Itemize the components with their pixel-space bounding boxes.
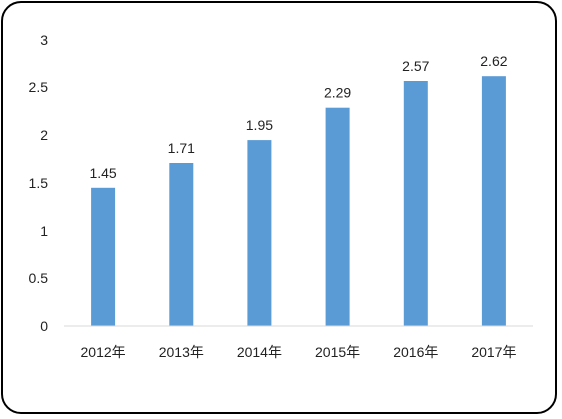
y-axis-tick-labels: 0 0.5 1 1.5 2 2.5 3	[29, 32, 49, 334]
y-tick-label: 0.5	[29, 270, 49, 286]
x-tick-label: 2013年	[159, 344, 204, 360]
y-tick-label: 2	[40, 127, 48, 143]
bar	[169, 163, 194, 326]
bar-value-label: 2.57	[402, 58, 429, 74]
y-tick-label: 1.5	[29, 175, 49, 191]
x-tick-label: 2017年	[471, 344, 516, 360]
x-tick-label: 2014年	[237, 344, 282, 360]
bar	[403, 81, 428, 326]
data-labels-group: 1.45 1.71 1.95 2.29 2.57 2.62	[89, 53, 507, 181]
bar	[325, 107, 350, 326]
bars-group	[91, 76, 506, 326]
y-tick-label: 1	[40, 223, 48, 239]
y-tick-label: 3	[40, 32, 48, 48]
bar	[91, 187, 116, 326]
x-tick-label: 2015年	[315, 344, 360, 360]
bar-value-label: 2.62	[480, 53, 507, 69]
bar-value-label: 1.95	[246, 117, 273, 133]
bar-value-label: 2.29	[324, 85, 351, 101]
y-tick-label: 2.5	[29, 79, 49, 95]
x-tick-label: 2016年	[393, 344, 438, 360]
y-tick-label: 0	[40, 318, 48, 334]
x-axis-tick-labels: 2012年 2013年 2014年 2015年 2016年 2017年	[81, 344, 517, 360]
x-tick-label: 2012年	[81, 344, 126, 360]
bar	[481, 76, 506, 326]
bar-value-label: 1.45	[89, 165, 116, 181]
bar-value-label: 1.71	[168, 140, 195, 156]
bar	[247, 140, 272, 326]
